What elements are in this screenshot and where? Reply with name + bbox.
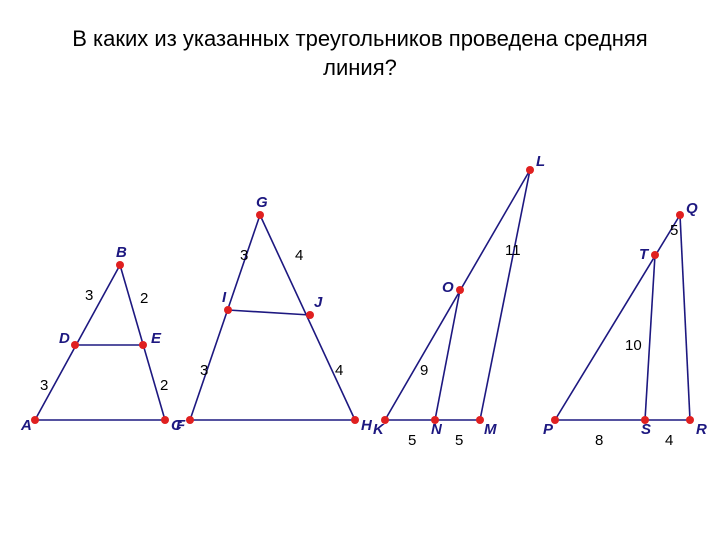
- point-L: [526, 166, 534, 174]
- geometry-canvas: ABCDE3232FGHIJ3434KLMON11955PQRTS51084: [0, 0, 720, 540]
- measure-PQR-3: 4: [665, 432, 673, 449]
- measure-FGH-2: 3: [200, 362, 208, 379]
- vertex-label-R: R: [696, 421, 707, 438]
- point-M: [476, 416, 484, 424]
- vertex-label-B: B: [116, 244, 127, 261]
- measure-ABC-1: 2: [140, 290, 148, 307]
- vertex-label-F: F: [176, 417, 186, 434]
- point-B: [116, 261, 124, 269]
- measure-KLM-1: 9: [420, 362, 428, 379]
- vertex-label-P: P: [543, 421, 554, 438]
- edge-FGH-IJ: [228, 310, 310, 315]
- measure-PQR-2: 8: [595, 432, 603, 449]
- edge-KLM-KL: [385, 170, 530, 420]
- point-E: [139, 341, 147, 349]
- point-F: [186, 416, 194, 424]
- vertex-label-D: D: [59, 330, 70, 347]
- edge-KLM-ON: [435, 290, 460, 420]
- vertex-label-S: S: [641, 421, 651, 438]
- point-G: [256, 211, 264, 219]
- point-D: [71, 341, 79, 349]
- point-O: [456, 286, 464, 294]
- measure-FGH-1: 4: [295, 247, 303, 264]
- vertex-label-M: M: [484, 421, 497, 438]
- measure-PQR-1: 10: [625, 337, 642, 354]
- point-C: [161, 416, 169, 424]
- vertex-label-T: T: [639, 246, 650, 263]
- point-A: [31, 416, 39, 424]
- measure-KLM-0: 11: [505, 242, 521, 259]
- edge-PQR-PQ: [555, 215, 680, 420]
- vertex-label-N: N: [431, 421, 443, 438]
- measure-PQR-0: 5: [670, 222, 678, 239]
- measure-FGH-3: 4: [335, 362, 343, 379]
- point-T: [651, 251, 659, 259]
- vertex-label-J: J: [314, 294, 323, 311]
- point-J: [306, 311, 314, 319]
- edge-PQR-TS: [645, 255, 655, 420]
- measure-ABC-2: 3: [40, 377, 48, 394]
- measure-ABC-3: 2: [160, 377, 168, 394]
- point-Q: [676, 211, 684, 219]
- point-R: [686, 416, 694, 424]
- edge-PQR-QR: [680, 215, 690, 420]
- vertex-label-K: K: [373, 421, 385, 438]
- measure-KLM-3: 5: [455, 432, 463, 449]
- vertex-label-Q: Q: [686, 200, 698, 217]
- vertex-label-L: L: [536, 153, 545, 170]
- measure-FGH-0: 3: [240, 247, 248, 264]
- point-H: [351, 416, 359, 424]
- vertex-label-E: E: [151, 330, 162, 347]
- vertex-label-I: I: [222, 289, 227, 306]
- measure-KLM-2: 5: [408, 432, 416, 449]
- point-I: [224, 306, 232, 314]
- edge-KLM-LM: [480, 170, 530, 420]
- vertex-label-O: O: [442, 279, 454, 296]
- vertex-label-G: G: [256, 194, 268, 211]
- measure-ABC-0: 3: [85, 287, 93, 304]
- edge-FGH-FG: [190, 215, 260, 420]
- vertex-label-H: H: [361, 417, 373, 434]
- vertex-label-A: A: [20, 417, 32, 434]
